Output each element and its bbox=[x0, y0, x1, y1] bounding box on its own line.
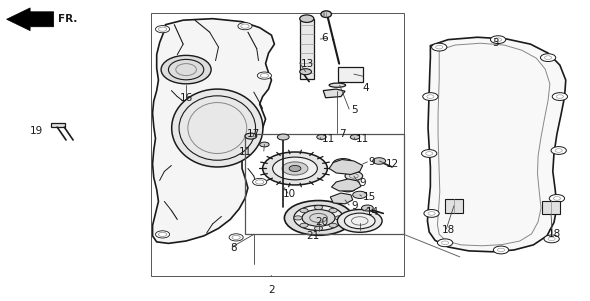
Bar bbox=[300, 19, 314, 79]
Polygon shape bbox=[329, 160, 363, 175]
Text: 11: 11 bbox=[238, 147, 251, 157]
Circle shape bbox=[294, 216, 302, 220]
Text: 13: 13 bbox=[301, 59, 314, 69]
Bar bbox=[542, 201, 560, 214]
Ellipse shape bbox=[161, 55, 211, 84]
Circle shape bbox=[156, 231, 170, 238]
Circle shape bbox=[493, 246, 509, 254]
Circle shape bbox=[245, 133, 257, 139]
Ellipse shape bbox=[329, 83, 346, 87]
Text: 2: 2 bbox=[268, 285, 275, 295]
Circle shape bbox=[284, 200, 353, 235]
Circle shape bbox=[329, 223, 337, 228]
Bar bbox=[338, 67, 363, 82]
Text: 12: 12 bbox=[386, 159, 399, 169]
Circle shape bbox=[345, 172, 363, 181]
Circle shape bbox=[277, 134, 289, 140]
Circle shape bbox=[549, 194, 565, 202]
Text: 14: 14 bbox=[366, 207, 379, 217]
Text: 20: 20 bbox=[315, 217, 328, 228]
Circle shape bbox=[335, 216, 343, 220]
Circle shape bbox=[490, 36, 506, 44]
Text: 8: 8 bbox=[230, 243, 237, 253]
Bar bbox=[245, 134, 404, 234]
Text: 21: 21 bbox=[306, 231, 319, 241]
Circle shape bbox=[424, 209, 439, 217]
Circle shape bbox=[282, 162, 308, 175]
Circle shape bbox=[229, 234, 243, 241]
Circle shape bbox=[317, 135, 326, 139]
Circle shape bbox=[350, 135, 360, 139]
Circle shape bbox=[540, 54, 556, 61]
Circle shape bbox=[238, 23, 252, 30]
Text: 11: 11 bbox=[322, 134, 335, 144]
Circle shape bbox=[314, 226, 323, 231]
Ellipse shape bbox=[300, 15, 314, 22]
Circle shape bbox=[345, 213, 375, 229]
Bar bbox=[445, 199, 463, 213]
Bar bbox=[51, 123, 65, 127]
Circle shape bbox=[300, 208, 308, 213]
Circle shape bbox=[294, 205, 343, 231]
Polygon shape bbox=[330, 193, 353, 204]
Text: 9: 9 bbox=[369, 157, 375, 167]
Circle shape bbox=[422, 93, 438, 101]
Text: 7: 7 bbox=[339, 129, 346, 139]
Ellipse shape bbox=[172, 89, 263, 167]
Circle shape bbox=[273, 157, 317, 180]
Polygon shape bbox=[6, 8, 54, 31]
Polygon shape bbox=[332, 179, 361, 191]
Circle shape bbox=[333, 159, 354, 169]
Polygon shape bbox=[427, 37, 566, 252]
Circle shape bbox=[302, 209, 335, 226]
Circle shape bbox=[421, 150, 437, 157]
Circle shape bbox=[373, 158, 386, 164]
Text: 17: 17 bbox=[247, 129, 260, 139]
Circle shape bbox=[340, 184, 356, 192]
Circle shape bbox=[314, 205, 323, 209]
Polygon shape bbox=[153, 19, 274, 244]
Circle shape bbox=[362, 205, 373, 211]
Text: 15: 15 bbox=[363, 192, 376, 202]
Circle shape bbox=[289, 166, 301, 172]
Circle shape bbox=[544, 235, 559, 243]
Circle shape bbox=[156, 26, 170, 33]
Circle shape bbox=[253, 178, 267, 185]
Circle shape bbox=[260, 142, 269, 147]
Text: 6: 6 bbox=[322, 33, 328, 43]
Text: 16: 16 bbox=[179, 93, 193, 103]
Circle shape bbox=[431, 43, 447, 51]
Text: 10: 10 bbox=[283, 189, 296, 199]
Text: 4: 4 bbox=[363, 82, 369, 93]
Circle shape bbox=[300, 223, 308, 228]
Text: FR.: FR. bbox=[58, 14, 77, 24]
Circle shape bbox=[551, 147, 566, 154]
Ellipse shape bbox=[321, 11, 332, 17]
Text: 18: 18 bbox=[548, 229, 560, 239]
Circle shape bbox=[257, 72, 271, 79]
Text: 3: 3 bbox=[492, 38, 499, 48]
Text: 9: 9 bbox=[360, 178, 366, 188]
Circle shape bbox=[300, 69, 312, 75]
Circle shape bbox=[263, 152, 327, 185]
Text: 9: 9 bbox=[351, 201, 358, 211]
Circle shape bbox=[552, 93, 568, 101]
Circle shape bbox=[337, 209, 382, 232]
Text: 11: 11 bbox=[356, 134, 369, 144]
Circle shape bbox=[329, 208, 337, 213]
Polygon shape bbox=[323, 89, 345, 98]
Text: 5: 5 bbox=[351, 105, 358, 115]
Bar bbox=[151, 13, 404, 276]
Text: 19: 19 bbox=[30, 126, 42, 136]
Text: 18: 18 bbox=[441, 225, 455, 235]
Circle shape bbox=[437, 239, 453, 247]
Circle shape bbox=[353, 191, 367, 198]
